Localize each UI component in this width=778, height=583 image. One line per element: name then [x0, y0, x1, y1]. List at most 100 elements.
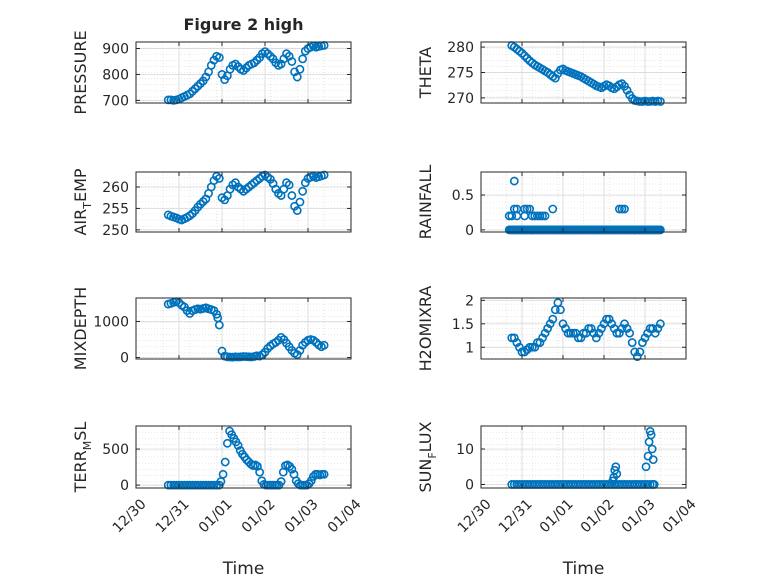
y-tick-label: 1000	[93, 314, 129, 330]
data-point	[509, 176, 519, 186]
data-point	[532, 338, 542, 347]
y-axis-label: SUNFLUX	[416, 421, 439, 492]
y-tick-label: 255	[102, 201, 129, 217]
panel-h2omixra: 1 1.5 2 H2OMIXRA	[416, 286, 687, 371]
panel-terr_msl: 0 500 TERRMSL 12/30 12/31 01/01 01/02 01/03 01/0…	[71, 422, 365, 579]
data-point	[617, 204, 627, 214]
data-point	[535, 211, 545, 221]
data-point	[589, 328, 599, 338]
y-axis-label-part: TERR	[71, 450, 90, 493]
data-point	[548, 204, 558, 214]
data-point	[543, 324, 553, 333]
data-point	[233, 441, 243, 450]
data-point	[579, 328, 588, 338]
data-point	[509, 333, 519, 343]
data-point	[515, 342, 524, 352]
data-point	[190, 480, 200, 490]
axes-box	[135, 41, 352, 104]
axes-box	[480, 171, 687, 233]
data-point	[298, 186, 308, 196]
x-tick-label: 01/04	[660, 496, 700, 536]
data-point	[646, 430, 656, 440]
y-axis-label-subscript: M	[81, 441, 94, 451]
y-axis-label-subscript: F	[426, 452, 439, 458]
x-axis-label: Time	[222, 559, 265, 579]
data-point	[188, 480, 197, 490]
data-point	[507, 333, 517, 343]
data-point	[284, 180, 294, 190]
axes-box	[480, 425, 687, 489]
panel-air_temp: 250 255 260 AIRTEMP	[71, 168, 352, 239]
data-point	[298, 54, 308, 64]
data-point	[538, 211, 547, 221]
data-point	[177, 480, 187, 490]
y-axis-label: THETA	[416, 47, 435, 99]
data-point	[206, 480, 216, 490]
data-point	[561, 324, 570, 333]
data-point	[647, 444, 657, 454]
y-tick-label: 500	[102, 442, 129, 458]
data-point	[591, 333, 601, 343]
data-point	[627, 338, 637, 347]
data-point	[538, 333, 547, 343]
data-point	[612, 328, 622, 338]
data-point	[287, 57, 297, 66]
data-point	[287, 464, 297, 474]
data-point	[607, 319, 617, 329]
data-point	[265, 51, 275, 61]
data-point	[508, 225, 518, 235]
data-point	[292, 206, 302, 215]
data-point	[620, 319, 629, 329]
data-point	[169, 480, 179, 490]
axes-box	[135, 297, 352, 360]
data-point	[648, 455, 658, 465]
y-tick-label: 260	[102, 180, 129, 196]
y-axis-label: PRESSURE	[71, 30, 90, 114]
y-tick-label: 0	[120, 351, 129, 367]
data-point	[638, 338, 647, 347]
data-point	[525, 342, 535, 352]
y-tick-label: 1.5	[452, 317, 474, 333]
data-points	[507, 41, 665, 106]
y-tick-label: 800	[102, 67, 129, 83]
data-point	[641, 462, 651, 472]
x-tick-label: 12/31	[496, 496, 536, 536]
y-tick-label: 2	[465, 293, 474, 309]
data-point	[193, 480, 203, 490]
data-point	[652, 225, 662, 235]
y-tick-label: 1	[465, 340, 474, 356]
data-point	[518, 225, 528, 235]
data-point	[287, 191, 297, 200]
data-point	[622, 85, 632, 95]
data-point	[171, 480, 181, 490]
x-tick-label: 01/02	[239, 496, 279, 536]
data-point	[220, 457, 230, 467]
data-point	[625, 328, 635, 338]
data-point	[635, 347, 645, 357]
data-point	[614, 328, 624, 338]
data-points	[163, 170, 329, 225]
y-axis-label-part: LUX	[416, 421, 435, 452]
data-point	[319, 170, 329, 180]
data-point	[196, 480, 205, 490]
x-tick-label: 01/03	[282, 496, 322, 536]
data-points	[504, 176, 665, 235]
data-point	[218, 469, 228, 479]
data-point	[597, 324, 606, 333]
data-point	[319, 340, 329, 350]
data-point	[198, 480, 208, 490]
data-point	[535, 338, 545, 347]
data-point	[558, 319, 568, 329]
data-point	[517, 48, 527, 58]
data-point	[655, 319, 665, 329]
data-point	[174, 480, 184, 490]
data-point	[617, 324, 627, 333]
data-point	[650, 328, 660, 338]
data-point	[540, 328, 550, 338]
data-point	[204, 480, 213, 490]
data-point	[214, 174, 224, 183]
x-tick-label: 12/31	[153, 496, 193, 536]
data-points	[507, 298, 665, 362]
